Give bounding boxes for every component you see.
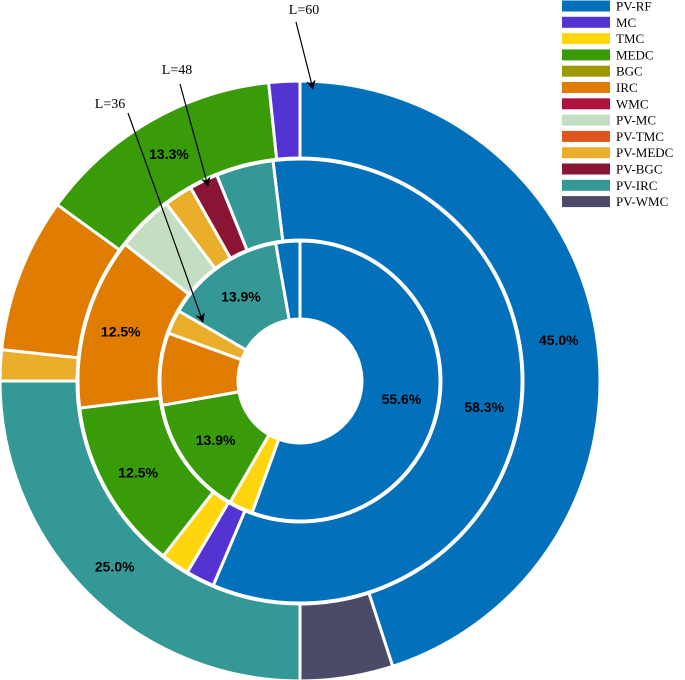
outer-ring-slice-pv-rf: [298, 79, 602, 669]
inner-ring-name: L=36: [95, 97, 125, 112]
legend-swatch-pv-bgc: [562, 163, 610, 175]
legend-swatch-tmc: [562, 33, 610, 45]
legend-swatch-pv-irc: [562, 179, 610, 191]
legend-label-medc: MEDC: [616, 47, 654, 62]
ring-annotations: L=36 L=48 L=60: [95, 3, 319, 323]
outer-ring-name: L=60: [289, 3, 319, 18]
legend-swatch-mc: [562, 16, 610, 28]
legend-swatch-irc: [562, 82, 610, 93]
legend-label-pv-wmc: PV-WMC: [616, 194, 668, 209]
middle-ring-arrow: [179, 83, 211, 187]
legend-label-pv-tmc: PV-TMC: [616, 129, 664, 144]
legend-swatch-medc: [562, 49, 610, 61]
outer-ring-label-medc: 13.3%: [149, 146, 189, 162]
legend-label-bgc: BGC: [616, 64, 643, 79]
legend-swatch-bgc: [562, 65, 610, 77]
legend-swatch-pv-tmc: [562, 130, 610, 142]
legend-swatch-wmc: [562, 98, 610, 110]
inner-ring-arrow: [127, 112, 205, 323]
legend-label-tmc: TMC: [616, 31, 644, 46]
legend-label-wmc: WMC: [616, 96, 649, 111]
legend-swatch-pv-mc: [562, 114, 610, 126]
legend-label-pv-rf: PV-RF: [616, 0, 652, 14]
legend-swatch-pv-wmc: [562, 196, 610, 208]
inner-ring-label-medc: 13.9%: [196, 432, 236, 448]
middle-ring-label-medc: 12.5%: [118, 465, 158, 481]
outer-ring-slice-mc: [266, 79, 302, 161]
legend-swatch-pv-rf: [562, 0, 610, 12]
outer-ring-arrow: [295, 21, 316, 90]
middle-ring-name: L=48: [162, 63, 192, 78]
outer-ring-label-pv-irc: 25.0%: [95, 558, 135, 574]
percentage-labels: 55.6% 13.9% 13.9% 58.3% 12.5% 12.5% 45.0% 25.0%…: [95, 146, 579, 574]
donut-rings: [0, 79, 602, 680]
middle-ring-label-pv-rf: 58.3%: [464, 399, 504, 415]
legend-label-pv-irc: PV-IRC: [616, 178, 657, 193]
legend-swatch-pv-medc: [562, 147, 610, 159]
legend-label-mc: MC: [616, 15, 636, 30]
legend-label-pv-bgc: PV-BGC: [616, 162, 662, 177]
inner-ring-label-pv-irc: 13.9%: [221, 289, 261, 305]
middle-ring-label-irc: 12.5%: [101, 323, 141, 339]
legend-label-irc: IRC: [616, 80, 638, 95]
legend-label-pv-medc: PV-MEDC: [616, 145, 673, 160]
inner-ring-label-pv-rf: 55.6%: [382, 391, 422, 407]
legend-label-pv-mc: PV-MC: [616, 113, 656, 128]
outer-ring-label-pv-rf: 45.0%: [539, 332, 579, 348]
